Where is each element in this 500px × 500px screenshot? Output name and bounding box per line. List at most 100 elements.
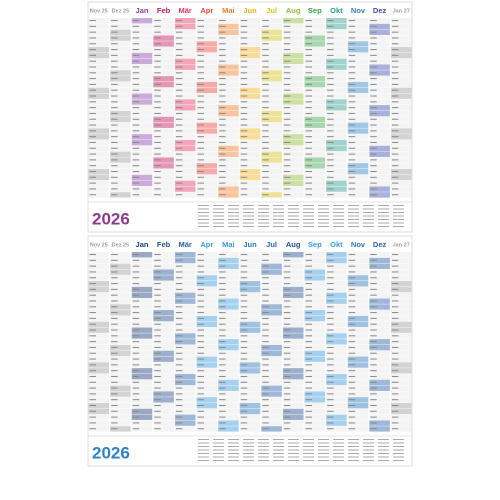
footer-info [348, 212, 359, 213]
day-cell [174, 70, 196, 76]
day-text [391, 60, 399, 62]
day-text [327, 153, 334, 155]
day-cell [153, 373, 174, 380]
day-text [154, 118, 161, 120]
day-cell [239, 128, 261, 134]
day-cell [369, 385, 390, 391]
day-cell [174, 99, 196, 105]
day-text [175, 370, 183, 372]
day-text [132, 147, 140, 149]
day-cell [218, 116, 239, 123]
day-cell [196, 310, 218, 316]
day-cell [131, 397, 153, 403]
day-cell [282, 373, 304, 380]
footer-info [363, 205, 374, 206]
day-cell [390, 151, 412, 157]
day-text [197, 416, 204, 418]
day-text [305, 294, 312, 296]
day-text [132, 381, 140, 383]
day-text [132, 20, 140, 22]
day-cell [153, 426, 174, 432]
day-cell [390, 275, 412, 281]
day-cell [196, 263, 218, 270]
day-text [132, 288, 140, 290]
day-text [262, 147, 269, 149]
footer-info [258, 453, 269, 454]
day-text [219, 95, 226, 97]
day-cell [239, 379, 261, 386]
day-text [370, 107, 377, 109]
day-text [219, 112, 226, 114]
day-text [197, 277, 204, 279]
month-header: Jan 27 [393, 8, 410, 14]
day-text [391, 335, 399, 337]
day-text [132, 329, 140, 331]
day-cell [131, 292, 153, 299]
day-text [154, 410, 161, 412]
day-text [370, 112, 377, 114]
day-cell [196, 286, 218, 293]
footer-info [213, 226, 224, 227]
day-text [348, 364, 356, 366]
day-cell [239, 391, 261, 397]
day-text [154, 375, 161, 377]
day-cell [131, 368, 153, 374]
day-text [370, 323, 377, 325]
day-cell [261, 35, 282, 41]
day-text [219, 283, 226, 285]
day-cell [261, 263, 282, 270]
day-text [391, 124, 399, 126]
day-cell [282, 81, 304, 88]
day-text [305, 254, 312, 256]
day-text [348, 159, 356, 161]
day-text [240, 188, 248, 190]
day-cell [131, 41, 153, 47]
day-text [219, 89, 226, 91]
day-cell [304, 163, 326, 169]
day-text [175, 78, 183, 80]
day-cell [218, 23, 239, 30]
day-cell [239, 99, 261, 105]
day-text [240, 277, 248, 279]
day-text [89, 352, 96, 354]
day-text [89, 20, 96, 22]
day-cell [88, 58, 110, 65]
footer-info [393, 456, 404, 458]
day-text [89, 300, 96, 302]
day-text [111, 153, 118, 155]
day-cell [261, 99, 282, 105]
day-text [111, 66, 118, 68]
footer-info [213, 208, 224, 210]
day-cell [390, 257, 412, 264]
day-text [348, 20, 356, 22]
day-text [111, 283, 118, 285]
day-cell [390, 269, 412, 275]
day-cell [347, 310, 369, 316]
day-text [348, 335, 356, 337]
day-text [219, 428, 226, 430]
day-cell [131, 64, 153, 70]
day-text [327, 182, 334, 184]
day-cell [239, 315, 261, 322]
day-cell [347, 269, 369, 275]
day-cell [390, 362, 412, 368]
footer-info [273, 449, 284, 451]
day-text [154, 107, 161, 109]
day-text [348, 89, 356, 91]
day-text [327, 118, 334, 120]
day-cell [282, 263, 304, 270]
day-text [305, 306, 312, 308]
footer-info [393, 219, 404, 220]
year: 2026 [92, 209, 130, 228]
day-cell [326, 139, 347, 146]
day-cell [369, 420, 390, 426]
day-text [262, 95, 269, 97]
day-text [154, 159, 161, 161]
day-text [391, 95, 399, 97]
day-cell [153, 18, 174, 24]
day-cell [174, 47, 196, 53]
day-text [197, 399, 204, 401]
day-cell [304, 402, 326, 409]
day-cell [153, 76, 174, 82]
day-cell [174, 385, 196, 391]
